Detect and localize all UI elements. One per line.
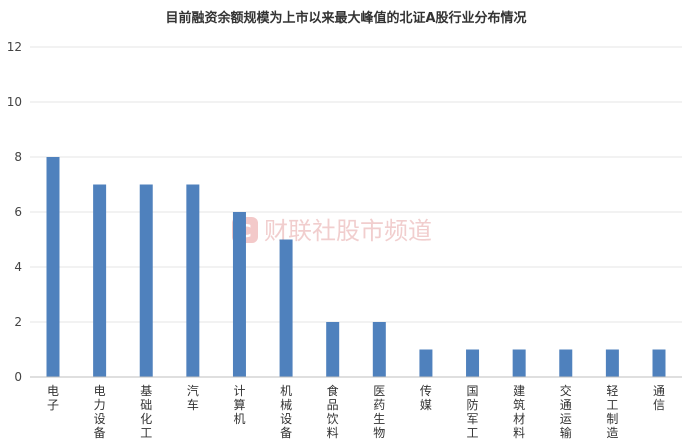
x-category-label: 电子	[47, 384, 59, 412]
bar	[232, 212, 246, 377]
chart-title: 目前融资余额规模为上市以来最大峰值的北证A股行业分布情况	[165, 10, 526, 26]
bar	[186, 184, 200, 377]
y-tick-label: 0	[14, 370, 22, 384]
x-axis-categories: 电子 电力设备 基础化工 汽车 计算机 机械设备 食品饮料 医药生物 传媒 国防军工 建筑材料 交通运…	[47, 383, 665, 440]
bar	[93, 184, 107, 377]
y-tick-label: 8	[14, 150, 22, 164]
y-tick-label: 4	[14, 260, 22, 274]
bar	[512, 349, 526, 377]
bar	[372, 322, 386, 377]
x-category-label: 基础化工	[140, 384, 152, 440]
bar	[605, 349, 619, 377]
x-category-label: 建筑材料	[513, 384, 525, 440]
y-axis-ticks: 0 2 4 6 8 10 12	[7, 40, 22, 384]
bar	[46, 157, 60, 377]
x-category-label: 电力设备	[94, 384, 106, 440]
x-category-label: 轻工制造	[606, 384, 618, 440]
bar	[559, 349, 573, 377]
y-tick-label: 10	[7, 95, 22, 109]
x-category-label: 通信	[653, 384, 665, 412]
bar	[466, 349, 480, 377]
x-category-label: 医药生物	[373, 384, 385, 440]
x-category-label: 食品饮料	[327, 383, 339, 440]
bar	[326, 322, 340, 377]
x-category-label: 汽车	[187, 383, 199, 412]
bar	[139, 184, 153, 377]
bars	[46, 157, 666, 377]
gridlines	[30, 46, 682, 323]
bar	[652, 349, 666, 377]
y-tick-label: 12	[7, 40, 22, 54]
y-tick-label: 6	[14, 205, 22, 219]
x-category-label: 机械设备	[280, 384, 292, 440]
watermark: C 财联社股市频道	[232, 217, 432, 245]
bar	[279, 239, 293, 377]
x-category-label: 传媒	[420, 383, 432, 412]
x-category-label: 计算机	[233, 384, 245, 426]
bar	[419, 349, 433, 377]
x-category-label: 国防军工	[467, 384, 479, 440]
x-category-label: 交通运输	[560, 383, 572, 440]
y-tick-label: 2	[14, 315, 22, 329]
